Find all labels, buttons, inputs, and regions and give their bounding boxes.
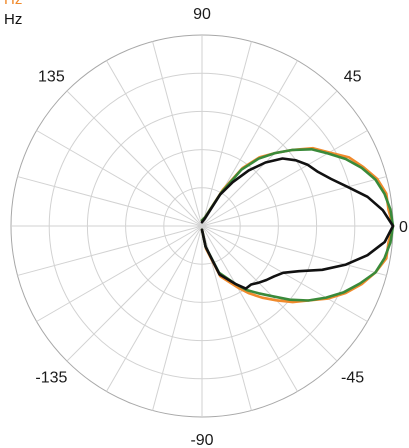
series-group	[200, 146, 395, 304]
grid-spoke	[17, 225, 203, 276]
legend-entry: Hz	[4, 0, 22, 8]
grid-spoke	[201, 225, 298, 392]
legend: Hz Hz	[4, 0, 22, 28]
grid-spoke	[17, 176, 203, 227]
grid-spoke	[201, 176, 387, 227]
angle-tick-label: 45	[344, 68, 362, 85]
grid-spoke	[201, 90, 338, 227]
grid-spoke	[66, 90, 203, 227]
grid-spoke	[36, 130, 203, 227]
angle-tick-label: -90	[190, 432, 213, 448]
grid-spoke	[66, 225, 203, 362]
grid-spoke	[201, 41, 252, 227]
angle-tick-label: -45	[341, 370, 364, 387]
grid-spoke	[36, 225, 203, 322]
angle-tick-label: -135	[35, 370, 67, 387]
series-line-3	[200, 157, 395, 290]
angle-tick-label: 135	[38, 68, 65, 85]
grid-spoke	[152, 225, 203, 411]
legend-entry: Hz	[4, 11, 22, 28]
grid-spoke	[201, 130, 368, 227]
polar-grid	[10, 34, 394, 418]
grid-spoke	[152, 41, 203, 227]
angle-tick-label: 90	[193, 6, 211, 23]
angle-tick-labels: 90 45 135 0 -45 -135 -90	[35, 6, 408, 448]
angle-tick-label: 0	[399, 219, 408, 236]
series-line-2	[200, 148, 395, 302]
grid-spoke	[106, 60, 203, 227]
grid-spoke	[201, 225, 387, 276]
grid-spoke	[106, 225, 203, 392]
grid-spoke	[201, 225, 338, 362]
